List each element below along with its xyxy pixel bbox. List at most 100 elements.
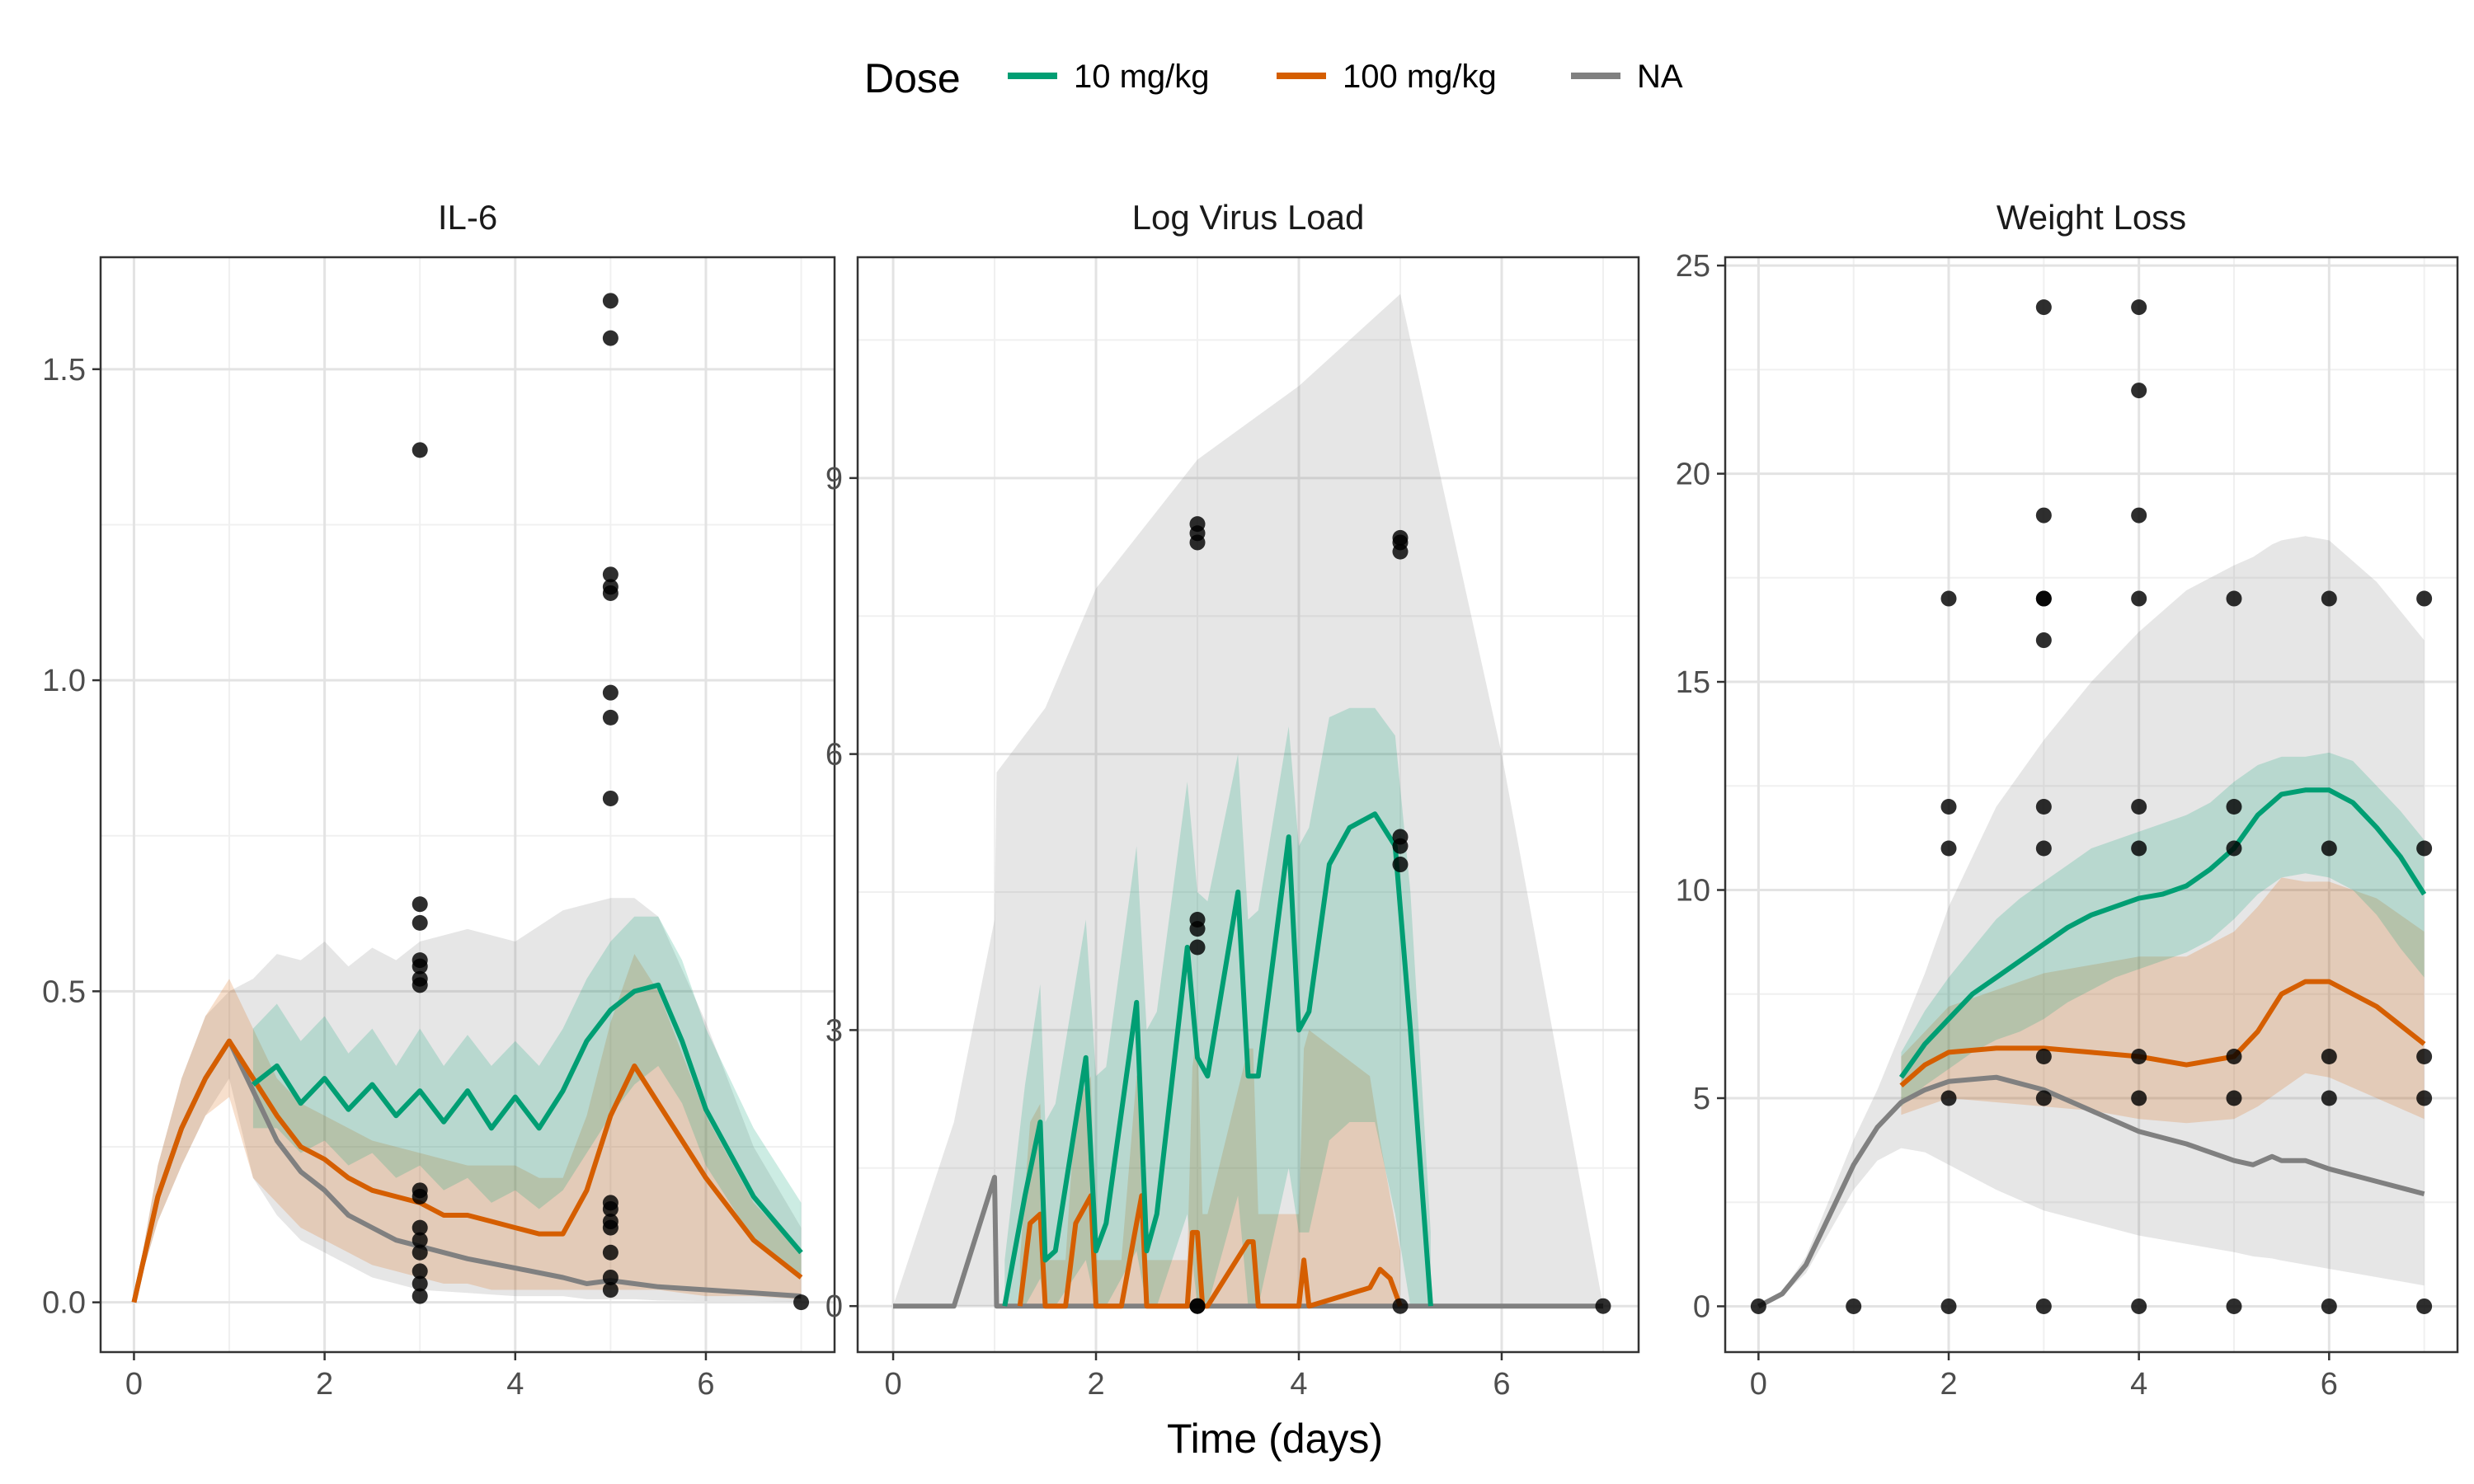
legend-title: Dose xyxy=(864,55,961,101)
data-point xyxy=(1940,840,1957,857)
y-tick-label: 10 xyxy=(1676,874,1710,909)
data-point xyxy=(2416,1090,2433,1106)
data-point xyxy=(2131,1090,2147,1106)
x-tick-label: 0 xyxy=(125,1367,143,1402)
x-tick-label: 4 xyxy=(1290,1367,1307,1402)
data-point xyxy=(2226,1090,2242,1106)
data-point xyxy=(2131,799,2147,815)
data-point xyxy=(412,1219,428,1236)
data-point xyxy=(2226,840,2242,857)
data-point xyxy=(412,958,428,974)
data-point xyxy=(412,896,428,913)
data-point xyxy=(2035,507,2052,524)
x-tick-label: 4 xyxy=(506,1367,524,1402)
data-point xyxy=(2035,799,2052,815)
data-point xyxy=(2035,632,2052,649)
data-point xyxy=(1940,1090,1957,1106)
data-point xyxy=(1189,939,1206,956)
panel-title: Weight Loss xyxy=(1997,198,2186,237)
data-point xyxy=(412,914,428,931)
observed-points xyxy=(1189,516,1611,1314)
ribbon-10-mg-kg xyxy=(1901,752,2425,1107)
ribbon-na xyxy=(893,294,1603,1307)
data-point xyxy=(2035,1048,2052,1064)
data-point xyxy=(2035,840,2052,857)
data-point xyxy=(602,709,618,726)
data-point xyxy=(602,585,618,601)
data-point xyxy=(2226,1048,2242,1064)
data-point xyxy=(602,790,618,806)
data-point xyxy=(412,442,428,458)
data-point xyxy=(602,1244,618,1261)
x-tick-label: 6 xyxy=(2321,1367,2338,1402)
line-na xyxy=(1757,1074,2425,1309)
x-tick-label: 0 xyxy=(1750,1367,1767,1402)
panel-border xyxy=(1724,256,2459,1354)
ribbon-100-mg-kg xyxy=(1019,1030,1400,1307)
y-tick-label: 9 xyxy=(825,462,843,496)
ribbon-na xyxy=(1758,536,2425,1307)
data-point xyxy=(602,1282,618,1298)
y-tick-label: 1.0 xyxy=(42,664,86,698)
legend-label-0: 10 mg/kg xyxy=(1074,59,1210,95)
x-tick-label: 0 xyxy=(884,1367,901,1402)
data-point xyxy=(793,1294,810,1311)
observed-points xyxy=(1750,299,2433,1314)
data-point xyxy=(2416,590,2433,607)
panel-title: IL-6 xyxy=(438,198,497,237)
line-100-mg-kg xyxy=(131,1038,803,1303)
data-point xyxy=(1189,534,1206,551)
panels: IL-6 0 2 4 6 0.0 0.5 1.0 1.5 Log Virus Load 0 2 4 6 0 3… xyxy=(42,198,2459,1402)
data-point xyxy=(1595,1298,1611,1314)
y-tick-label: 20 xyxy=(1676,458,1710,492)
data-point xyxy=(2131,1298,2147,1314)
data-point xyxy=(2321,1048,2337,1064)
legend-label-1: 100 mg/kg xyxy=(1343,59,1497,95)
data-point xyxy=(2131,507,2147,524)
data-point xyxy=(2226,799,2242,815)
line-10-mg-kg xyxy=(1898,787,2427,1079)
y-tick-label: 6 xyxy=(825,738,843,773)
panel-background xyxy=(101,257,835,1352)
panel-1: Log Virus Load 0 2 4 6 0 3 6 9 xyxy=(825,198,1640,1402)
panel-0: IL-6 0 2 4 6 0.0 0.5 1.0 1.5 xyxy=(42,198,836,1402)
data-point xyxy=(2226,1298,2242,1314)
data-point xyxy=(412,1275,428,1292)
ribbon-100-mg-kg xyxy=(134,954,802,1303)
data-point xyxy=(2226,590,2242,607)
panel-title: Log Virus Load xyxy=(1132,198,1365,237)
data-point xyxy=(1940,590,1957,607)
y-tick-label: 3 xyxy=(825,1013,843,1048)
y-tick-label: 0.5 xyxy=(42,974,86,1009)
panel-background xyxy=(858,257,1639,1352)
data-point xyxy=(2035,1090,2052,1106)
data-point xyxy=(2035,1298,2052,1314)
data-point xyxy=(602,1219,618,1236)
data-point xyxy=(2416,840,2433,857)
data-point xyxy=(412,1244,428,1261)
legend: Dose 10 mg/kg 100 mg/kg NA xyxy=(864,55,1683,101)
x-tick-label: 6 xyxy=(697,1367,714,1402)
data-point xyxy=(2131,840,2147,857)
data-point xyxy=(1750,1298,1766,1314)
grid xyxy=(858,257,1639,1352)
data-point xyxy=(602,1200,618,1217)
data-point xyxy=(2131,590,2147,607)
observed-points xyxy=(412,293,810,1311)
data-point xyxy=(2131,383,2147,399)
line-10-mg-kg xyxy=(252,982,803,1255)
panel-border xyxy=(99,256,836,1354)
data-point xyxy=(602,293,618,309)
y-tick-label: 15 xyxy=(1676,665,1710,700)
x-tick-label: 2 xyxy=(316,1367,333,1402)
data-point xyxy=(2035,590,2052,607)
data-point xyxy=(2321,590,2337,607)
legend-label-2: NA xyxy=(1637,59,1683,95)
x-tick-label: 2 xyxy=(1940,1367,1957,1402)
data-point xyxy=(2416,1298,2433,1314)
data-point xyxy=(602,1269,618,1285)
x-axis-title: Time (days) xyxy=(1167,1416,1383,1462)
data-point xyxy=(1392,838,1409,854)
panel-border xyxy=(856,256,1640,1354)
legend-entries: 10 mg/kg 100 mg/kg NA xyxy=(1008,59,1683,95)
